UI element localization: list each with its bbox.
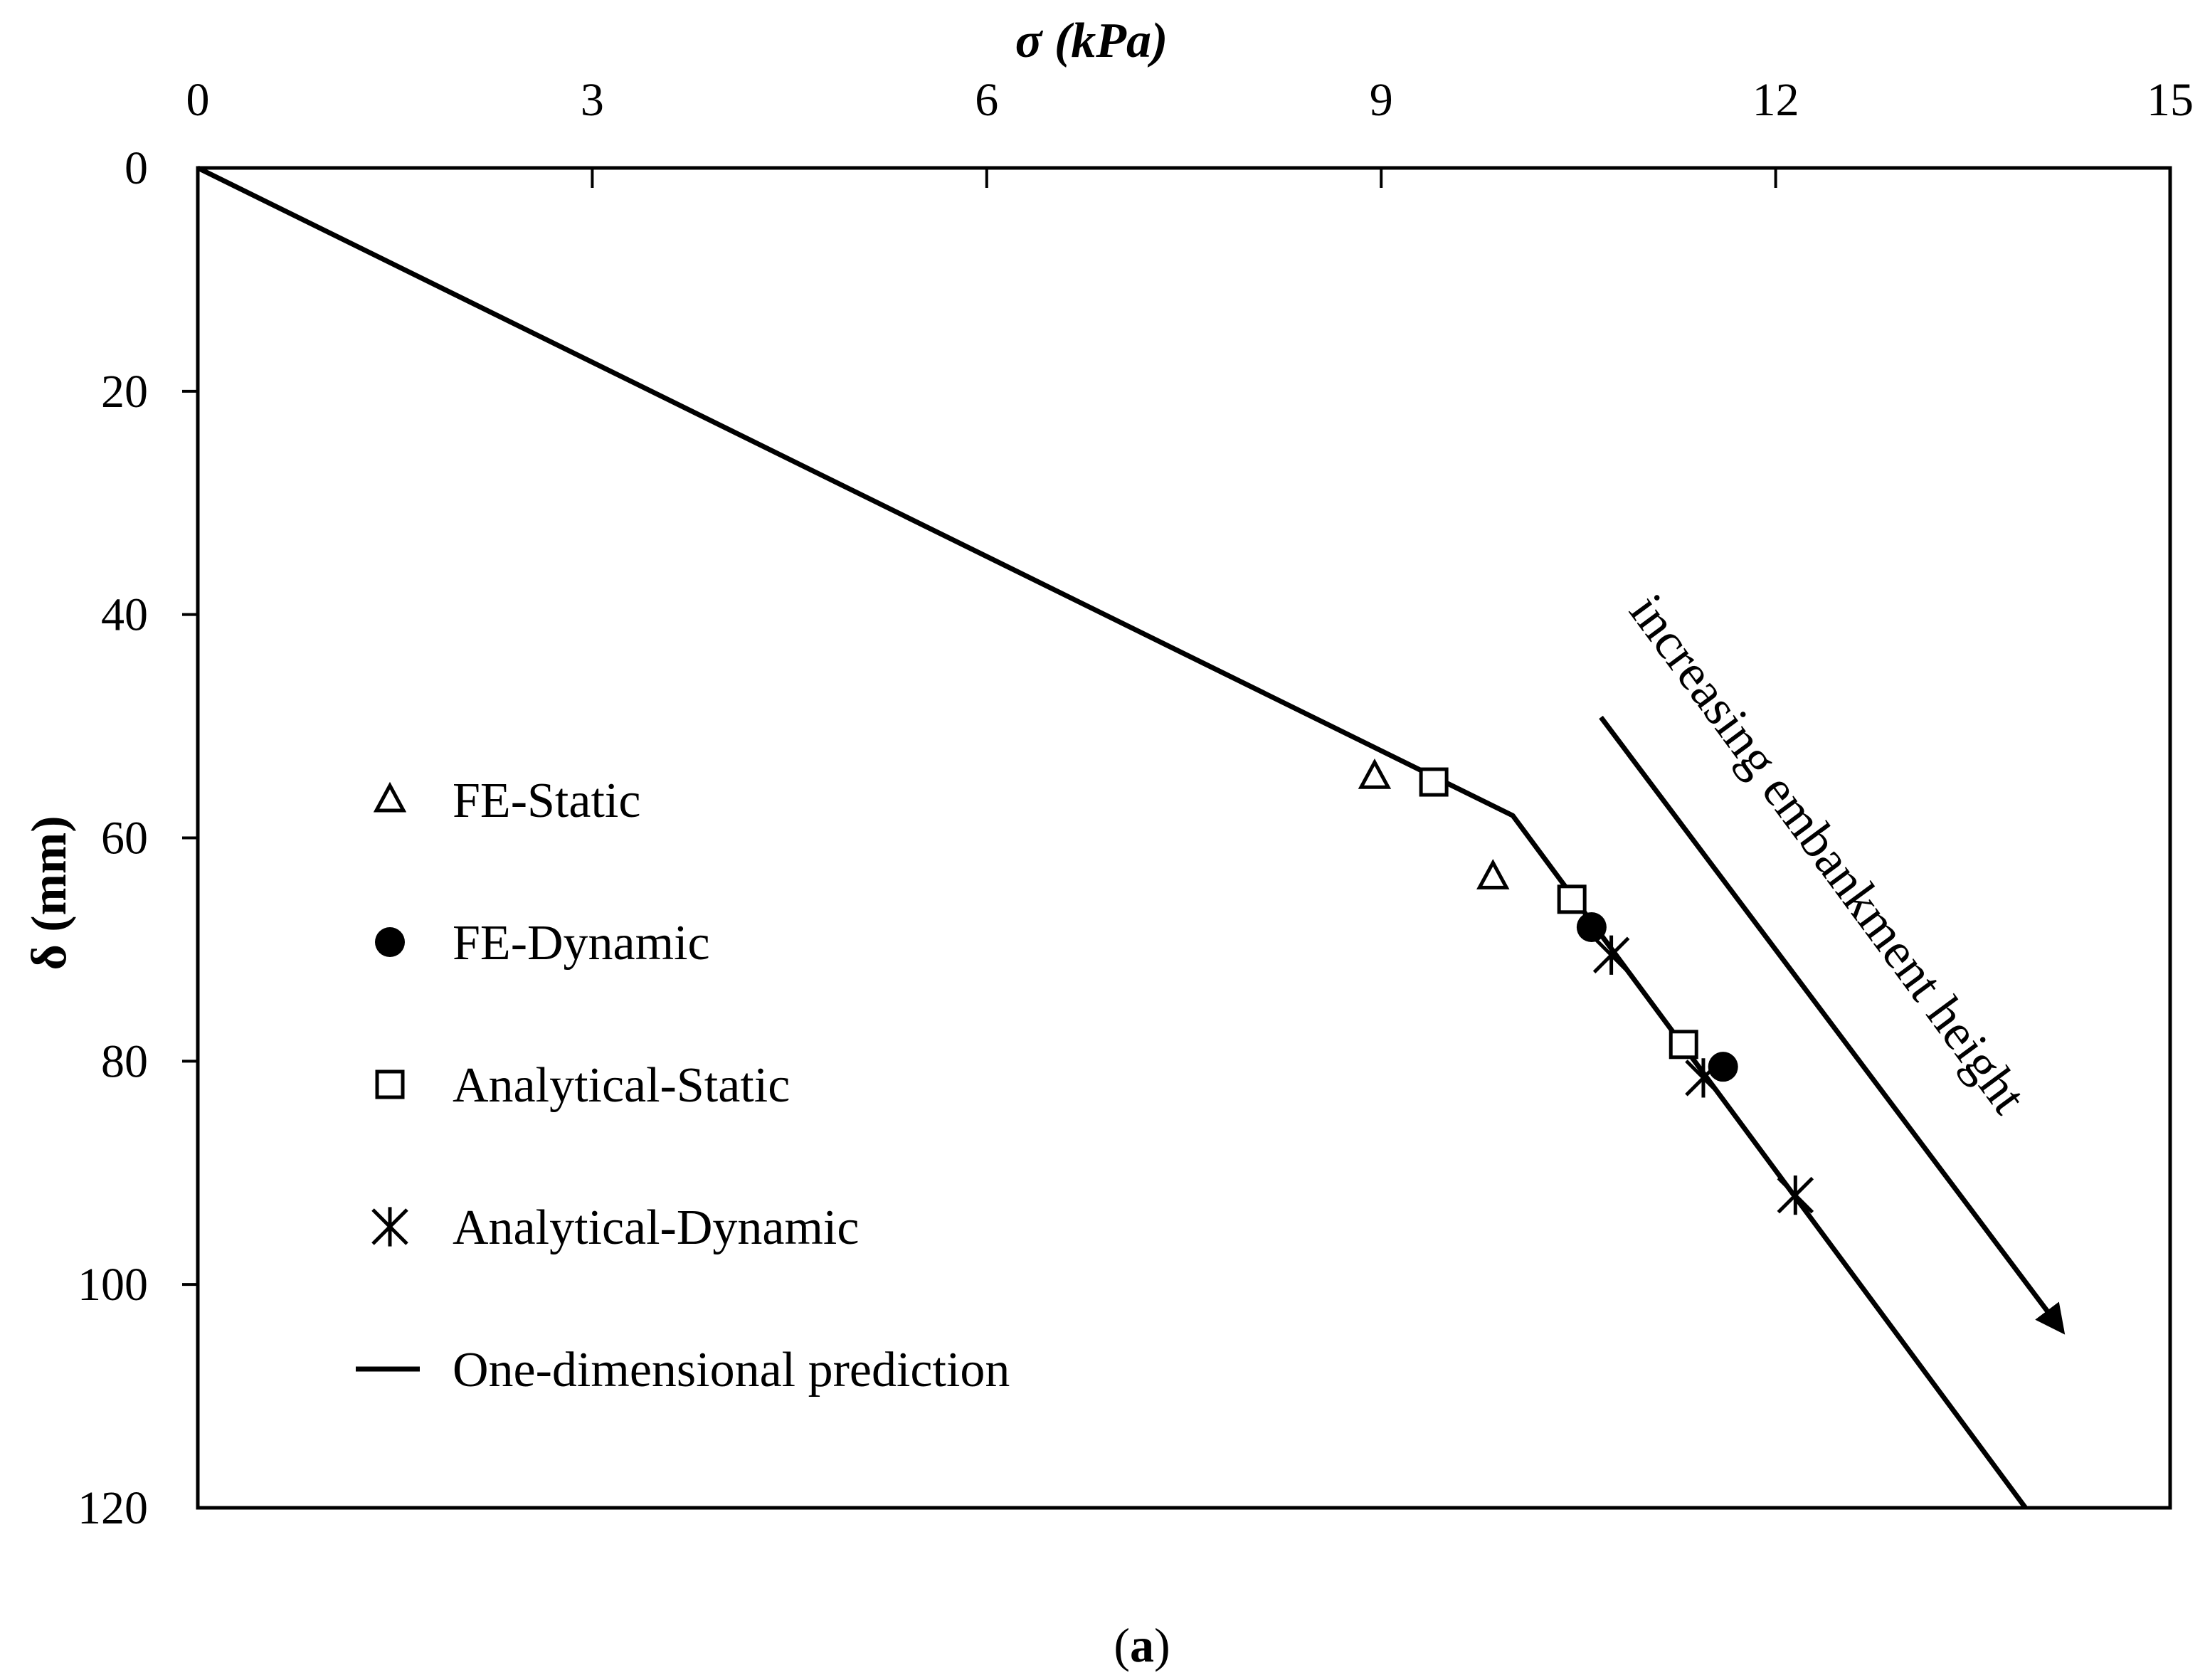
legend-marker-analytical-dynamic <box>371 1207 408 1247</box>
x-tick-label: 9 <box>1370 74 1393 126</box>
y-tick-label: 40 <box>101 589 148 641</box>
x-tick-label: 0 <box>186 74 210 126</box>
y-tick-label: 100 <box>78 1259 148 1311</box>
data-markers <box>1358 758 1814 1215</box>
y-tick-label: 80 <box>101 1035 148 1087</box>
analytical-static-point <box>1669 1030 1698 1060</box>
legend-marker-fe-dynamic <box>375 927 405 957</box>
x-tick-label: 15 <box>2147 74 2194 126</box>
figure-caption: (a) <box>1114 1618 1170 1672</box>
y-tick-label: 120 <box>78 1482 148 1534</box>
analytical-dynamic-point <box>1777 1176 1814 1215</box>
analytical-static-point <box>1557 884 1587 914</box>
y-tick-label: 60 <box>101 813 148 865</box>
analytical-dynamic-point <box>1592 935 1630 975</box>
legend-label-one-dimensional-prediction: One-dimensional prediction <box>453 1343 1010 1398</box>
legend: FE-Static FE-Dynamic Analytical-Static Anal… <box>356 773 1010 1398</box>
legend-label-analytical-dynamic: Analytical-Dynamic <box>453 1200 859 1255</box>
one-dimensional-prediction-line <box>196 165 2028 1510</box>
legend-marker-fe-static <box>373 781 407 813</box>
annotation: increasing embankment height <box>1599 583 2066 1335</box>
fe-dynamic-point <box>1576 912 1607 943</box>
legend-label-analytical-static: Analytical-Static <box>453 1058 790 1113</box>
x-axis-ticks: 0 3 6 9 12 15 <box>186 74 2194 188</box>
y-tick-label: 0 <box>125 142 148 194</box>
legend-marker-analytical-static <box>375 1069 405 1099</box>
y-tick-label: 20 <box>101 366 148 418</box>
y-axis-ticks: 0 20 40 60 80 100 120 <box>78 142 198 1534</box>
x-tick-label: 3 <box>581 74 604 126</box>
annotation-arrow <box>1599 715 2066 1335</box>
legend-label-fe-dynamic: FE-Dynamic <box>453 916 710 971</box>
analytical-static-point <box>1419 767 1449 797</box>
legend-label-fe-static: FE-Static <box>453 773 640 828</box>
analytical-dynamic-point <box>1685 1058 1722 1098</box>
x-axis-title: σ (kPa) <box>1015 14 1168 68</box>
fe-static-point <box>1358 758 1392 789</box>
x-tick-label: 6 <box>975 74 998 126</box>
fe-static-point <box>1476 859 1510 889</box>
fe-dynamic-point <box>1708 1052 1738 1082</box>
y-axis-title: δ (mm) <box>22 815 77 970</box>
x-tick-label: 12 <box>1752 74 1799 126</box>
